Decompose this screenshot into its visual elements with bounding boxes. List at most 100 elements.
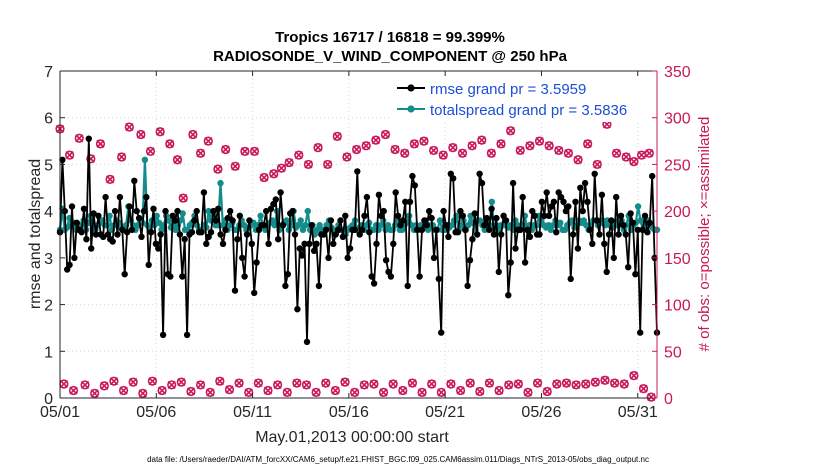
rmse-point [322,226,330,233]
obs-count-marker-low-possible [167,380,177,390]
rmse-point [634,226,641,233]
obs-count-marker-low-possible [494,385,504,396]
obs-count-marker-high-assimilated [65,151,74,160]
obs-count-marker-high-assimilated [645,149,654,158]
rmse-point [373,240,380,247]
obs-count-marker-high-possible [230,161,240,171]
obs-count-marker-high-possible [515,145,525,156]
x-tick-label: 05/21 [425,404,465,421]
obs-count-marker-low-possible [147,376,158,386]
obs-count-marker-low-possible [263,385,273,396]
rmse-point [435,275,442,283]
obs-count-marker-high-assimilated [612,149,621,158]
rmse-point [450,175,457,182]
obs-count-marker-high-assimilated [250,147,259,156]
obs-count-marker-high-possible [136,129,146,140]
rmse-point [409,172,416,180]
rmse-point [169,212,176,219]
obs-count-marker-low-possible [581,379,591,389]
obs-count-marker-low-assimilated [514,379,523,389]
rmse-point [440,207,447,215]
obs-count-marker-high-assimilated [333,132,342,141]
rmse-point [131,177,138,184]
obs-count-marker-high-possible [573,155,583,165]
rmse-point [478,179,486,187]
rmse-point [644,229,651,236]
y-tick-label-right: 250 [664,157,691,174]
obs-count-marker-low-assimilated [379,388,388,397]
rmse-point [553,229,560,236]
rmse-point [498,231,505,238]
totalspread-point [271,222,278,229]
obs-count-marker-low-assimilated [283,388,292,397]
obs-count-marker-low-possible [109,376,119,386]
obs-count-marker-low-possible [292,378,302,388]
obs-count-marker-low-assimilated [254,378,263,388]
obs-count-marker-high-assimilated [564,149,573,158]
obs-count-marker-high-possible [188,129,198,140]
obs-count-marker-low-possible [638,384,649,394]
rmse-point [162,207,169,215]
rmse-point [260,222,267,229]
rmse-point [543,189,550,196]
obs-count-marker-high-possible [105,174,115,184]
rmse-point [90,210,97,217]
obs-count-marker-high-possible [457,148,468,158]
obs-count-marker-high-assimilated [313,143,323,152]
obs-count-marker-low-possible [186,386,196,397]
obs-count-marker-low-assimilated [562,378,571,388]
rmse-point [454,229,462,236]
obs-count-marker-high-assimilated [221,145,230,154]
rmse-point [529,207,536,215]
obs-count-marker-low-assimilated [186,387,196,396]
obs-count-marker-high-possible [390,144,400,155]
obs-count-marker-high-assimilated [583,139,592,148]
obs-count-marker-high-possible [172,155,183,165]
rmse-point [502,217,510,224]
obs-count-marker-low-possible [646,392,656,402]
rmse-point [248,240,255,247]
rmse-point [138,233,145,240]
obs-count-marker-low-possible [619,379,629,389]
obs-count-marker-high-assimilated [371,136,380,145]
totalspread-point [217,179,224,187]
rmse-point [397,222,404,229]
x-tick-label: 05/06 [136,404,176,421]
obs-count-marker-high-possible [332,131,342,141]
obs-count-marker-low-assimilated [427,379,436,389]
rmse-point [246,217,253,224]
rmse-point [174,207,181,215]
totalspread-point [377,222,385,229]
rmse-point [171,217,179,224]
rmse-point [114,231,121,238]
rmse-point [620,222,627,229]
obs-count-marker-high-possible [313,143,323,153]
totalspread-point [448,222,455,229]
obs-count-marker-low-possible [68,385,79,396]
obs-count-marker-low-assimilated [475,387,484,396]
rmse-point [471,210,478,217]
rmse-point [524,226,531,233]
obs-count-marker-low-assimilated [109,377,118,386]
obs-count-marker-low-possible [205,387,215,397]
rmse-point [366,229,373,236]
obs-count-marker-low-possible [523,387,533,397]
obs-count-marker-low-possible [561,378,572,388]
rmse-point [224,214,231,222]
obs-count-marker-low-possible [138,388,148,398]
y-tick-label-right: 50 [664,344,682,361]
obs-count-marker-low-assimilated [225,385,234,394]
rmse-point [474,231,481,238]
obs-count-marker-low-assimilated [417,388,427,397]
legend: rmse grand pr = 3.5959 totalspread grand… [392,78,652,122]
rmse-point [71,254,78,262]
rmse-point [536,231,543,238]
rmse-point [310,247,318,254]
y-axis-label-left: rmse and totalspread [27,159,44,309]
obs-count-marker-low-possible [610,378,620,388]
obs-count-marker-high-assimilated [156,127,165,136]
obs-count-marker-high-possible [525,141,535,151]
rmse-point [95,212,102,219]
rmse-point [426,207,433,215]
